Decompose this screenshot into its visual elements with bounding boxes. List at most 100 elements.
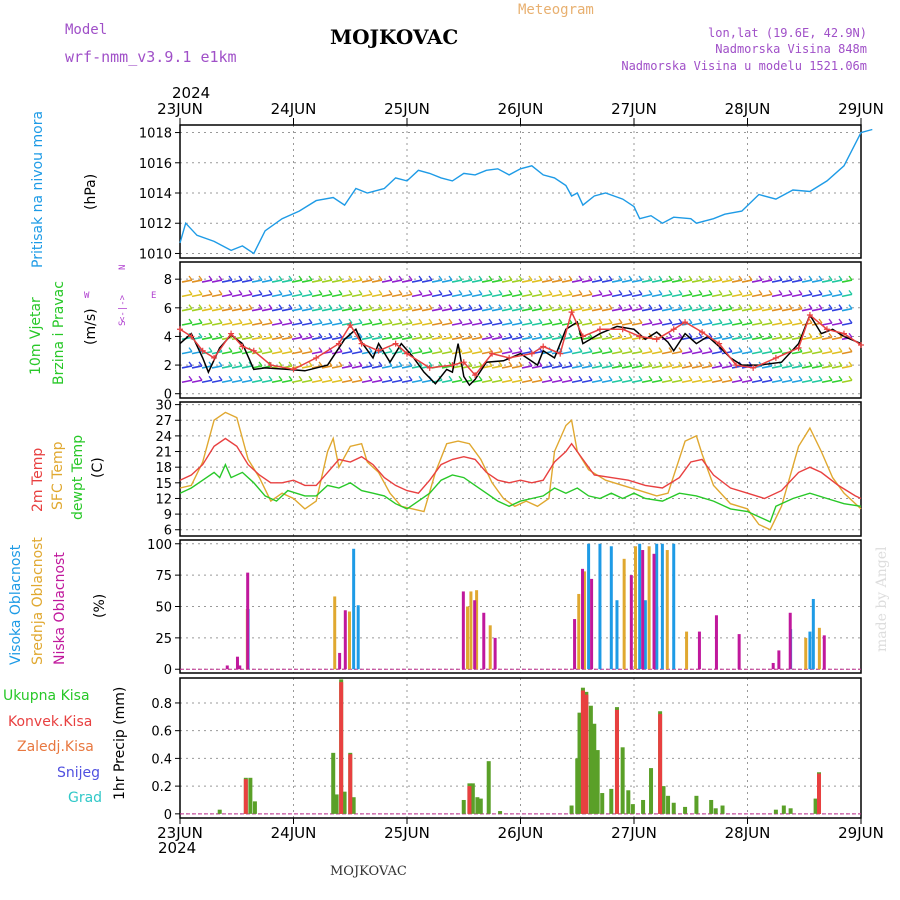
bar-low_cloud <box>590 578 594 670</box>
wind-barb <box>471 336 483 341</box>
wind-barb <box>491 279 503 283</box>
wind-barb <box>381 293 393 298</box>
bar-low_cloud <box>225 665 229 670</box>
bar-precip_total <box>709 799 714 814</box>
gust-point <box>375 347 382 354</box>
wind-barb-tick <box>648 304 653 310</box>
wind-barb-tick <box>528 318 533 324</box>
wind-barb-tick <box>488 304 493 310</box>
wind-barb-tick <box>648 347 653 353</box>
dewpt-title: dewpt Temp <box>70 435 86 520</box>
wind-barb-tick <box>438 275 443 281</box>
wind-barb <box>501 336 513 341</box>
wind-barb-tick <box>268 304 273 310</box>
wind-barb <box>841 307 853 312</box>
wind-barb-tick <box>208 332 213 338</box>
y-tick-label: 2 <box>164 359 172 374</box>
gust-point <box>211 354 218 361</box>
gust-point <box>806 311 813 318</box>
wind-barb-tick <box>558 275 563 281</box>
bar-precip_conv <box>467 786 472 814</box>
wind-barb <box>571 350 583 355</box>
wind-barb <box>331 336 343 341</box>
wind-barb <box>501 365 513 369</box>
wind-barb-tick <box>568 332 573 338</box>
wind-barb-tick <box>608 361 613 367</box>
wind-barb-tick <box>838 275 843 281</box>
wind-barb <box>841 279 853 283</box>
wind-barb <box>511 336 523 341</box>
wind-barb <box>741 279 753 283</box>
wind-barb <box>811 279 823 283</box>
gust-point <box>188 333 195 340</box>
wind-barb <box>801 336 813 341</box>
wind-barb-tick <box>618 332 623 338</box>
wind-barb-tick <box>708 375 713 381</box>
wind-barb <box>551 279 563 283</box>
wind-barb-tick <box>188 275 193 281</box>
wind-barb-tick <box>738 304 743 310</box>
wind-barb-tick <box>368 275 373 281</box>
bar-high_cloud <box>587 543 591 670</box>
wind-barb-tick <box>758 304 763 310</box>
wind-barb-tick <box>778 318 783 324</box>
gust-point <box>858 342 864 349</box>
wind-barb <box>571 279 583 283</box>
wind-barb-tick <box>288 375 293 381</box>
wind-barb-tick <box>578 304 583 310</box>
wind-barb <box>541 293 553 298</box>
wind-barb-tick <box>218 289 223 295</box>
wind-barb-tick <box>328 318 333 324</box>
wind-barb <box>541 279 553 283</box>
y-tick-label: 6 <box>164 524 172 539</box>
wind-barb <box>541 379 553 384</box>
wind-title: 10m Vjetar <box>28 297 44 375</box>
wind-barb <box>701 322 713 326</box>
wind-barb <box>401 365 413 369</box>
wind-barb <box>421 293 433 298</box>
wind-barb <box>791 350 803 355</box>
wind-barb <box>181 365 193 369</box>
wind-barb-tick <box>588 304 593 310</box>
bar-low_cloud <box>737 634 741 670</box>
wind-barb <box>301 293 313 298</box>
wind-barb <box>431 307 443 312</box>
wind-barb <box>821 307 833 312</box>
wind-barb <box>421 336 433 341</box>
wind-barb <box>691 293 703 298</box>
wind-barb-tick <box>198 289 203 295</box>
wind-barb <box>801 293 813 298</box>
wind-barb-tick <box>638 361 643 367</box>
wind-barb-tick <box>398 361 403 367</box>
wind-barb-tick <box>288 318 293 324</box>
pressure-title: Pritisak na nivou mora <box>30 111 46 268</box>
wind-barb-tick <box>458 375 463 381</box>
wind-barb <box>781 365 793 369</box>
wind-barb-tick <box>448 375 453 381</box>
wind-barb <box>801 379 813 384</box>
wind-barb <box>551 322 563 326</box>
bar-precip_total <box>694 795 699 814</box>
wind-barb <box>291 293 303 298</box>
wind-barb <box>241 365 253 369</box>
wind-barb-tick <box>228 318 233 324</box>
wind-barb-tick <box>828 347 833 353</box>
wind-barb-tick <box>278 275 283 281</box>
wind-barb <box>711 279 723 283</box>
wind-barb-tick <box>508 375 513 381</box>
wind-barb-tick <box>318 275 323 281</box>
wind-barb <box>641 293 653 298</box>
bar-precip_total <box>478 798 483 814</box>
wind-barb-tick <box>388 318 393 324</box>
wind-barb-tick <box>418 318 423 324</box>
bar-precip_total <box>575 758 580 814</box>
wind-barb-tick <box>548 361 553 367</box>
wind-barb <box>451 322 463 326</box>
bar-high_cloud <box>638 543 642 670</box>
bar-precip_total <box>671 802 676 814</box>
wind-barb <box>341 350 353 355</box>
wind-barb-tick <box>628 318 633 324</box>
wind-barb-tick <box>608 318 613 324</box>
wind-barb-tick <box>478 347 483 353</box>
wind-barb <box>471 379 483 384</box>
